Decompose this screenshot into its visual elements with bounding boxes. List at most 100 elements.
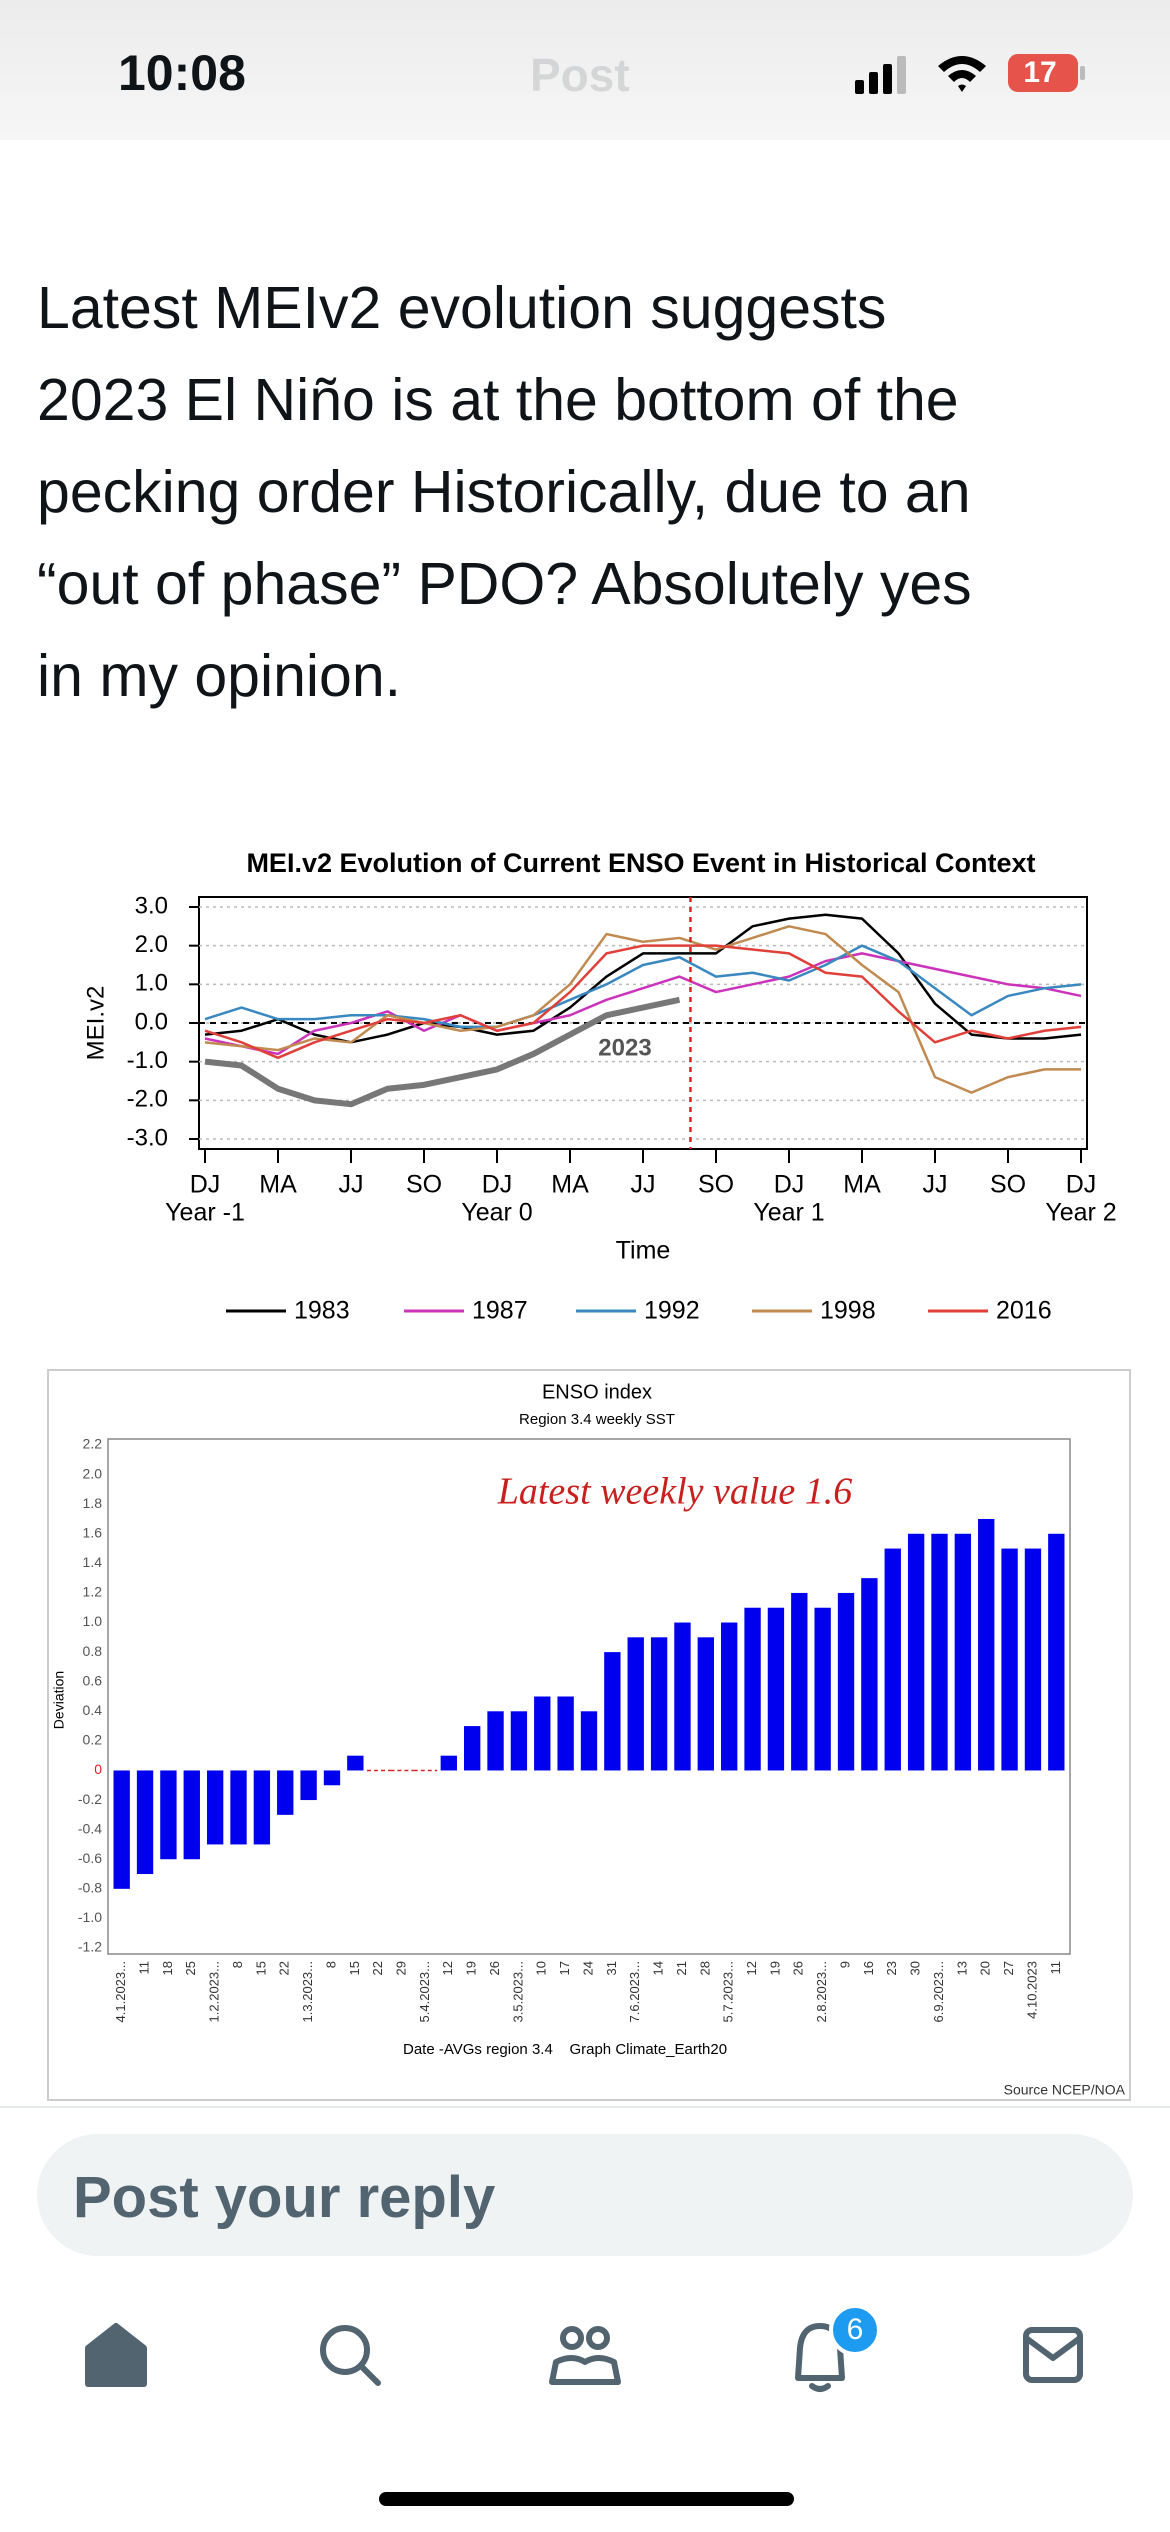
- y-axis-title: MEI.v2: [82, 986, 109, 1061]
- x-axis-title: Date -AVGs region 3.4 Graph Climate_Eart…: [403, 2041, 727, 2058]
- bar: [650, 1637, 668, 1771]
- bar: [604, 1652, 621, 1771]
- x-tick-label: 20: [978, 1961, 993, 1975]
- x-tick-label: 15: [347, 1961, 362, 1975]
- x-tick-label: DJ: [482, 1171, 513, 1199]
- bar: [323, 1770, 341, 1786]
- bar: [767, 1607, 785, 1771]
- x-tick-label: JJ: [923, 1171, 948, 1199]
- post-line: “out of phase” PDO? Absolutely yes: [37, 551, 972, 617]
- bar: [1024, 1548, 1042, 1771]
- bar: [744, 1607, 761, 1771]
- y-tick-label: 1.6: [83, 1524, 103, 1540]
- x-tick-label: 12: [440, 1961, 455, 1975]
- x-tick-label: 14: [651, 1961, 666, 1975]
- x-tick-label: 10: [534, 1961, 549, 1975]
- legend-label: 2016: [996, 1297, 1052, 1325]
- bar: [931, 1533, 948, 1771]
- x-tick-label: 26: [791, 1961, 806, 1975]
- x-tick-label: 16: [861, 1961, 876, 1975]
- y-tick-label: 1.4: [83, 1554, 103, 1570]
- x-tick-label: 29: [394, 1961, 409, 1975]
- x-tick-label: 18: [160, 1961, 175, 1975]
- x-tick-label: 13: [954, 1961, 969, 1975]
- x-tick-label: 25: [183, 1961, 198, 1975]
- bar: [160, 1770, 177, 1860]
- y-tick-label: 1.0: [83, 1613, 103, 1629]
- x-tick-label: 4.10.2023: [1024, 1961, 1039, 2019]
- x-tick-label: 21: [674, 1961, 689, 1975]
- x-tick-label: 6.9.2023...: [931, 1961, 946, 2022]
- bar: [954, 1533, 972, 1771]
- y-tick-label: -1.2: [78, 1939, 102, 1955]
- x-tick-label: 11: [136, 1961, 151, 1975]
- bar: [580, 1711, 598, 1771]
- x-tick-label: 27: [1001, 1961, 1016, 1975]
- x-tick-label: 26: [487, 1961, 502, 1975]
- series-line: [204, 952, 1082, 1056]
- x-tick-label: 12: [744, 1961, 759, 1975]
- current-label: 2023: [598, 1034, 651, 1061]
- x-tick-label: 15: [253, 1961, 268, 1975]
- reply-box[interactable]: Post your reply: [37, 2134, 1133, 2256]
- x-tick-label: DJ: [1066, 1171, 1097, 1199]
- y-tick-label: -1.0: [78, 1909, 102, 1925]
- separator: [0, 2106, 1170, 2108]
- y-tick-label: 0.8: [83, 1643, 103, 1659]
- chart-subtitle: Region 3.4 weekly SST: [519, 1411, 675, 1428]
- clock: 10:08: [118, 45, 246, 101]
- bar: [300, 1770, 317, 1801]
- reply-placeholder: Post your reply: [73, 2165, 496, 2230]
- post-line: in my opinion.: [37, 643, 402, 709]
- year-label: Year 2: [1045, 1199, 1116, 1227]
- bar: [347, 1755, 364, 1771]
- y-axis-title: Deviation: [51, 1671, 67, 1729]
- year-label: Year 1: [753, 1199, 824, 1227]
- x-tick-label: 4.1.2023...: [113, 1961, 128, 2022]
- bar: [837, 1592, 855, 1771]
- x-tick-label: 1.2.2023...: [207, 1961, 222, 2022]
- x-tick-label: 1.3.2023...: [300, 1961, 315, 2022]
- bar: [907, 1533, 925, 1771]
- tab-bar: 6: [85, 2304, 1083, 2506]
- x-tick-label: JJ: [339, 1171, 364, 1199]
- plot-frame: [107, 1438, 1071, 1955]
- bar: [253, 1770, 271, 1845]
- x-tick-label: 22: [277, 1961, 292, 1975]
- y-tick-label: 0.6: [83, 1672, 103, 1688]
- communities-tab[interactable]: [549, 2326, 621, 2385]
- bar: [534, 1696, 551, 1771]
- year-label: Year -1: [165, 1199, 245, 1227]
- legend-label: 1983: [294, 1297, 350, 1325]
- chart-title: MEI.v2 Evolution of Current ENSO Event i…: [246, 848, 1035, 878]
- home-tab[interactable]: [85, 2323, 147, 2387]
- x-tick-label: MA: [259, 1171, 297, 1199]
- y-tick-label: 2.0: [135, 931, 168, 958]
- y-tick-label: 1.8: [83, 1495, 103, 1511]
- x-tick-label: 30: [908, 1961, 923, 1975]
- series-line: [204, 944, 1082, 1060]
- status-icons: 17: [855, 54, 1085, 94]
- x-tick-label: 8: [230, 1961, 245, 1968]
- status-bar: Post 10:08 17: [0, 0, 1170, 140]
- y-tick-label: 0: [94, 1761, 102, 1777]
- post-line: Latest MEIv2 evolution suggests: [37, 275, 887, 341]
- bar: [277, 1770, 294, 1815]
- bar: [113, 1770, 130, 1889]
- bar: [978, 1518, 995, 1771]
- search-tab[interactable]: [320, 2325, 381, 2386]
- x-tick-label: 5.4.2023...: [417, 1961, 432, 2022]
- chart-title: ENSO index: [542, 1381, 652, 1403]
- annotation: Latest weekly value 1.6: [497, 1471, 853, 1513]
- messages-tab[interactable]: [1023, 2327, 1083, 2383]
- y-tick-label: 0.2: [83, 1732, 103, 1748]
- bar: [627, 1637, 644, 1771]
- x-tick-label: 8: [323, 1961, 338, 1968]
- bar: [230, 1770, 247, 1845]
- legend-label: 1998: [820, 1297, 876, 1325]
- bar: [791, 1592, 808, 1771]
- bar: [1048, 1533, 1065, 1771]
- bar: [510, 1711, 528, 1771]
- enso-chart: ENSO index Region 3.4 weekly SST Latest we…: [47, 1369, 1131, 2101]
